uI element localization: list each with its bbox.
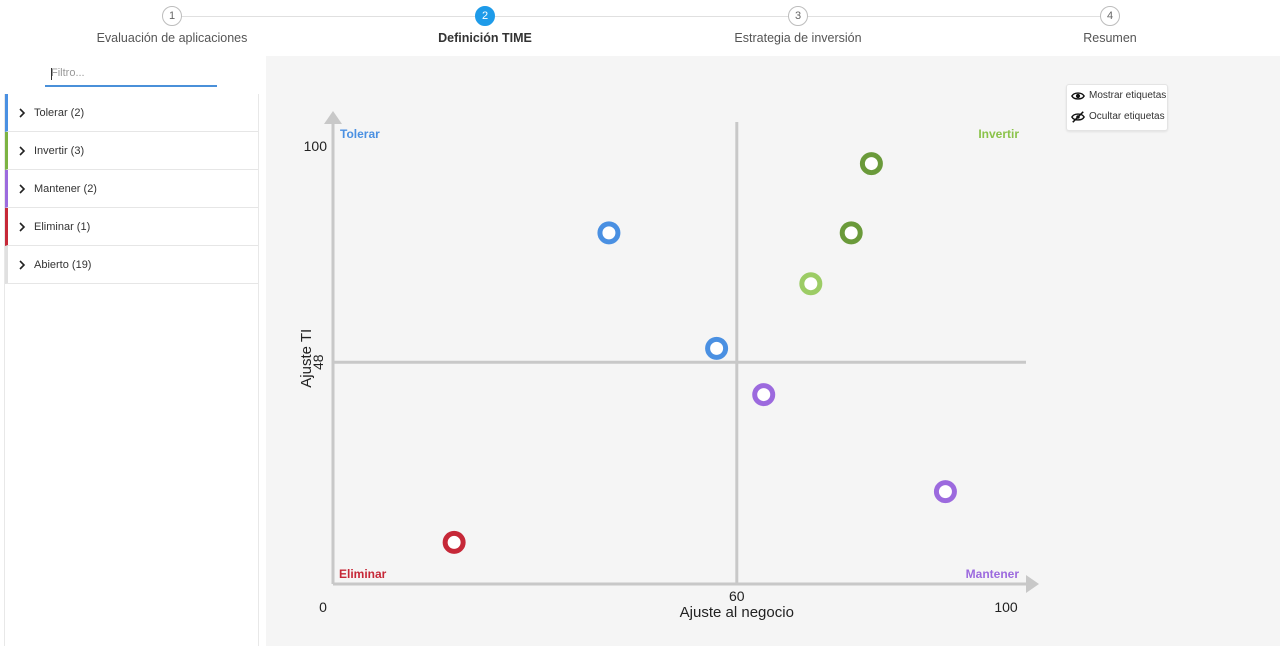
hide-labels-option[interactable]: Ocultar etiquetas — [1067, 106, 1167, 127]
x-axis-arrow — [1026, 575, 1039, 593]
step-label: Resumen — [1083, 31, 1137, 45]
wizard-stepper: 1 Evaluación de aplicaciones 2 Definició… — [0, 0, 1280, 56]
y-tick-label: 48 — [310, 354, 326, 370]
step-label: Definición TIME — [438, 31, 532, 45]
group-eliminar[interactable]: Eliminar (1) — [5, 208, 258, 246]
step-label: Estrategia de inversión — [734, 31, 862, 45]
step-number: 3 — [788, 6, 808, 26]
x-axis-title: Ajuste al negocio — [680, 604, 794, 621]
show-labels-text: Mostrar etiquetas — [1089, 90, 1167, 101]
group-label: Eliminar (1) — [34, 220, 91, 233]
y-axis-title: Ajuste TI — [298, 329, 315, 388]
hide-labels-text: Ocultar etiquetas — [1089, 111, 1165, 122]
group-tolerar[interactable]: Tolerar (2) — [5, 94, 258, 132]
data-points — [442, 152, 957, 554]
application-point-invertir[interactable] — [859, 152, 883, 176]
x-tick-label: 100 — [994, 599, 1018, 615]
application-point-tolerar[interactable] — [597, 221, 621, 245]
text-cursor — [51, 68, 52, 80]
group-label: Tolerar (2) — [34, 106, 85, 119]
time-matrix-panel: Tolerar Invertir Eliminar Mantener 0 60 … — [266, 56, 1280, 646]
label-toggle-menu: Mostrar etiquetas Ocultar etiquetas — [1066, 84, 1168, 131]
group-label: Mantener (2) — [34, 182, 97, 195]
time-matrix-chart: Tolerar Invertir Eliminar Mantener 0 60 … — [298, 111, 1039, 621]
category-list: Tolerar (2) Invertir (3) Mantener (2) El… — [4, 94, 259, 646]
step-number: 2 — [475, 6, 495, 26]
x-tick-label: 60 — [729, 588, 745, 604]
step-resumen[interactable]: 4 Resumen — [1000, 6, 1220, 45]
step-estrategia[interactable]: 3 Estrategia de inversión — [688, 6, 908, 45]
step-definicion-time[interactable]: 2 Definición TIME — [375, 6, 595, 45]
application-point-invertir[interactable] — [839, 221, 863, 245]
group-mantener[interactable]: Mantener (2) — [5, 170, 258, 208]
show-labels-option[interactable]: Mostrar etiquetas — [1067, 85, 1167, 106]
chevron-right-icon — [19, 259, 26, 270]
application-point-eliminar[interactable] — [442, 530, 466, 554]
application-point-mantener[interactable] — [933, 480, 957, 504]
step-evaluacion[interactable]: 1 Evaluación de aplicaciones — [62, 6, 282, 45]
group-invertir[interactable]: Invertir (3) — [5, 132, 258, 170]
chevron-right-icon — [19, 221, 26, 232]
chevron-right-icon — [19, 107, 26, 118]
eye-icon — [1071, 91, 1085, 100]
application-point-mantener[interactable] — [752, 383, 776, 407]
filter-input[interactable] — [45, 60, 217, 85]
chevron-right-icon — [19, 145, 26, 156]
sidebar: Tolerar (2) Invertir (3) Mantener (2) El… — [0, 56, 265, 646]
y-tick-label: 100 — [304, 138, 328, 154]
step-number: 1 — [162, 6, 182, 26]
y-axis-arrow — [324, 111, 342, 124]
step-number: 4 — [1100, 6, 1120, 26]
quadrant-label-tolerar: Tolerar — [340, 127, 380, 141]
quadrant-label-invertir: Invertir — [978, 127, 1019, 141]
group-abierto[interactable]: Abierto (19) — [5, 246, 258, 284]
x-tick-label: 0 — [319, 599, 327, 615]
quadrant-label-eliminar: Eliminar — [339, 567, 387, 581]
filter-field[interactable] — [45, 60, 217, 87]
chevron-right-icon — [19, 183, 26, 194]
step-label: Evaluación de aplicaciones — [96, 31, 248, 45]
application-point-tolerar[interactable] — [705, 336, 729, 360]
group-label: Invertir (3) — [34, 144, 85, 157]
quadrant-label-mantener: Mantener — [966, 567, 1020, 581]
group-label: Abierto (19) — [34, 258, 92, 271]
application-point-invertir[interactable] — [799, 272, 823, 296]
stepper-line — [172, 16, 1110, 17]
eye-slash-icon — [1071, 110, 1085, 123]
